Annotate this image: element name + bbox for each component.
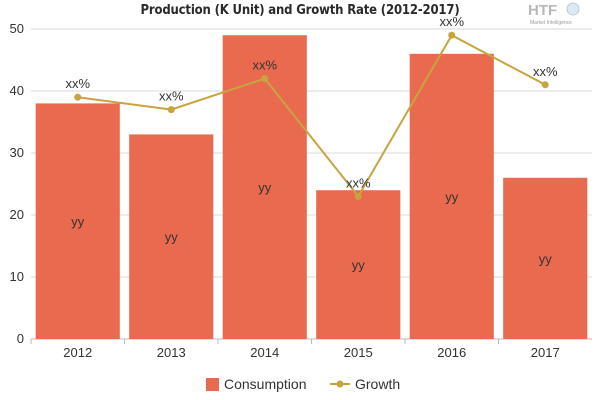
x-tick-label: 2012 — [63, 345, 92, 360]
growth-data-label: xx% — [533, 64, 558, 79]
x-tick-label: 2016 — [437, 345, 466, 360]
bar-data-label: yy — [445, 189, 459, 204]
growth-data-label: xx% — [439, 14, 464, 29]
y-tick-label: 10 — [10, 269, 24, 284]
growth-data-label: xx% — [252, 58, 277, 73]
legend-swatch-growth-dot — [336, 380, 344, 388]
y-tick-label: 50 — [10, 21, 24, 36]
x-tick-label: 2017 — [531, 345, 560, 360]
bar — [409, 53, 494, 340]
svg-text:HTF: HTF — [528, 2, 557, 19]
bar — [129, 134, 214, 339]
y-tick-label: 30 — [10, 145, 24, 160]
bar — [503, 177, 588, 339]
growth-line — [77, 33, 546, 199]
growth-point — [354, 192, 362, 200]
growth-point — [541, 81, 549, 89]
x-tick-label: 2014 — [250, 345, 279, 360]
y-tick-label: 20 — [10, 207, 24, 222]
x-tick-label: 2015 — [344, 345, 373, 360]
growth-point — [74, 93, 82, 101]
growth-data-label: xx% — [65, 76, 90, 91]
bar — [316, 190, 401, 339]
bar — [35, 103, 120, 340]
bar — [222, 35, 307, 339]
growth-point — [448, 31, 456, 39]
bar-data-label: yy — [165, 230, 179, 245]
growth-data-label: xx% — [159, 89, 184, 104]
svg-text:Market Intelligence: Market Intelligence — [530, 20, 572, 26]
x-tick-label: 2013 — [157, 345, 186, 360]
bar-data-label: yy — [258, 180, 272, 195]
legend-swatch-consumption — [206, 378, 219, 391]
growth-point — [261, 75, 269, 83]
chart-title: Production (K Unit) and Growth Rate (201… — [140, 3, 460, 18]
legend-label: Growth — [355, 376, 400, 392]
bar-data-label: yy — [352, 258, 366, 273]
bar-data-label: yy — [539, 251, 553, 266]
htf-logo: HTF Market Intelligence — [528, 2, 580, 26]
y-tick-label: 0 — [17, 331, 24, 346]
growth-point — [167, 106, 175, 114]
legend-label: Consumption — [224, 376, 307, 392]
bar-data-label: yy — [71, 214, 85, 229]
growth-data-label: xx% — [346, 175, 371, 190]
y-tick-label: 40 — [10, 83, 24, 98]
